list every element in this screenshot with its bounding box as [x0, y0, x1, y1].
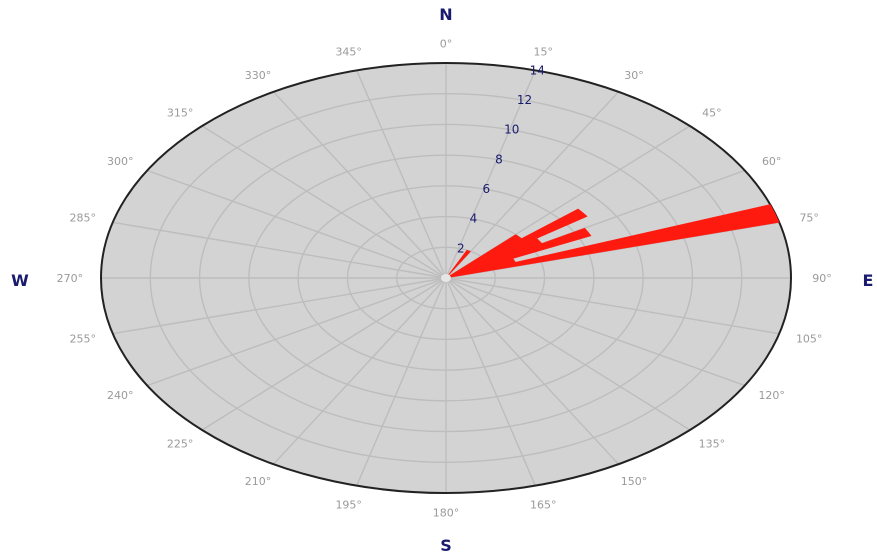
angle-tick-label: 240° — [107, 389, 134, 402]
angle-tick-label: 180° — [433, 506, 460, 519]
grid-spoke — [272, 91, 447, 279]
angle-tick-label: 60° — [762, 155, 782, 168]
angle-tick-label: 255° — [70, 333, 97, 346]
grid-spoke — [445, 277, 691, 431]
grid-spoke — [445, 70, 536, 279]
grid-spoke — [445, 277, 746, 387]
angle-tick-label: 15° — [534, 46, 554, 59]
cardinal-east-label: E — [863, 271, 874, 290]
angle-tick-label: 285° — [70, 211, 97, 224]
grid-spoke — [201, 125, 447, 279]
grid-spoke — [272, 277, 447, 465]
grid-spoke — [356, 70, 447, 279]
grid-spoke — [146, 169, 447, 279]
angle-tick-label: 225° — [167, 438, 194, 451]
angle-tick-label: 315° — [167, 106, 194, 119]
grid-spoke — [146, 277, 447, 387]
angle-tick-label: 330° — [245, 69, 272, 82]
radial-tick-label: 2 — [457, 241, 465, 255]
bar-layer — [441, 204, 780, 282]
cardinal-north-label: N — [439, 5, 452, 24]
wind-bar — [445, 208, 588, 279]
plot-border — [100, 62, 792, 494]
wind-bar — [445, 204, 780, 279]
wind-bar — [445, 249, 472, 279]
angle-tick-label: 90° — [812, 272, 832, 285]
grid-spoke — [201, 277, 447, 431]
label-layer: N E S W 0° 15° 30° 45° 60° 75° 90° 105° 120° 135°… — [11, 5, 873, 555]
angle-tick-label: 300° — [107, 155, 134, 168]
grid-spoke — [356, 277, 447, 486]
center-hub — [441, 274, 451, 282]
angle-tick-label: 195° — [335, 498, 362, 511]
radial-tick-label: 14 — [530, 63, 545, 77]
radial-tick-label: 4 — [470, 212, 478, 226]
radial-tick-label: 12 — [517, 93, 532, 107]
angle-tick-label: 75° — [799, 211, 819, 224]
angle-tick-label: 150° — [621, 475, 648, 488]
radial-tick-label: 10 — [504, 123, 519, 137]
radial-tick-label: 6 — [482, 182, 490, 196]
radial-tick-label: 8 — [495, 152, 503, 166]
angle-tick-label: 210° — [245, 475, 272, 488]
grid-spoke — [112, 221, 447, 279]
wind-bar — [445, 227, 592, 279]
angle-tick-label: 135° — [699, 438, 726, 451]
grid-spoke — [445, 277, 620, 465]
angle-tick-label: 345° — [335, 46, 362, 59]
cardinal-west-label: W — [11, 271, 29, 290]
angle-tick-label: 120° — [758, 389, 785, 402]
angle-tick-label: 45° — [702, 106, 722, 119]
grid-spoke — [445, 277, 780, 335]
angle-tick-label: 270° — [57, 272, 84, 285]
cardinal-south-label: S — [440, 536, 452, 555]
angle-tick-label: 165° — [530, 498, 557, 511]
angle-tick-label: 105° — [796, 333, 823, 346]
grid-spoke — [112, 277, 447, 335]
angle-tick-label: 0° — [440, 38, 453, 51]
angle-tick-label: 30° — [624, 69, 644, 82]
grid-spoke — [445, 91, 620, 279]
grid-spoke — [445, 277, 536, 486]
